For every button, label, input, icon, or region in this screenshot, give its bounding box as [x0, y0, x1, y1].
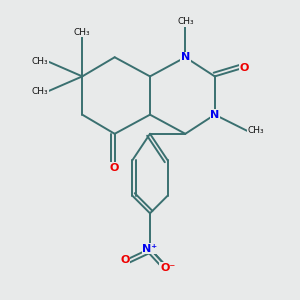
Text: O⁻: O⁻ [160, 263, 175, 273]
Text: N⁺: N⁺ [142, 244, 158, 254]
Text: CH₃: CH₃ [74, 28, 91, 37]
Text: N: N [210, 110, 219, 120]
Text: CH₃: CH₃ [177, 17, 194, 26]
Text: CH₃: CH₃ [32, 57, 48, 66]
Text: CH₃: CH₃ [247, 126, 264, 135]
Text: CH₃: CH₃ [32, 87, 48, 96]
Text: O: O [120, 255, 130, 266]
Text: O: O [239, 63, 249, 73]
Text: N: N [181, 52, 190, 62]
Text: O: O [110, 163, 119, 173]
